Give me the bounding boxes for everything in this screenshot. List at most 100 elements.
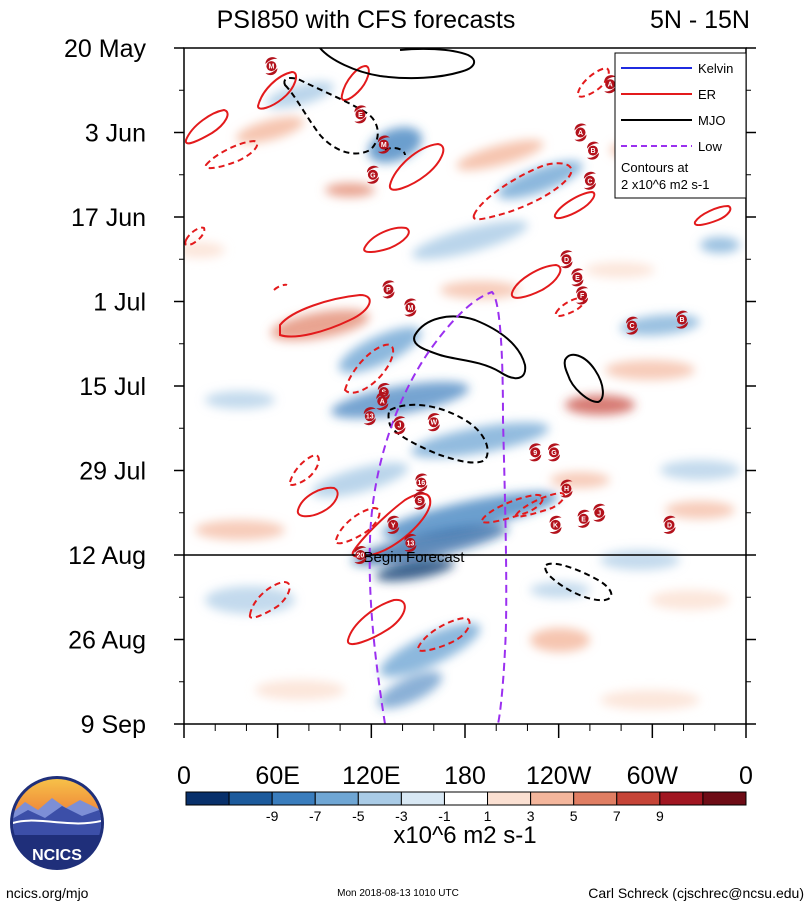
- cyclone-label: A: [608, 82, 613, 89]
- forecast-start-label: Begin Forecast: [364, 549, 466, 566]
- footer-url: ncics.org/mjo: [6, 885, 89, 901]
- colorbar-units: x10^6 m2 s-1: [393, 822, 536, 849]
- colorbar-tick-label: 3: [527, 808, 535, 824]
- legend-label: Low: [698, 139, 722, 154]
- colorbar-tick-label: 9: [656, 808, 664, 824]
- y-tick-label: 26 Aug: [68, 627, 146, 655]
- cyclone-marker: 9: [529, 443, 542, 462]
- x-tick-label: 120W: [526, 762, 592, 790]
- colorbar-tick-label: -7: [309, 808, 322, 824]
- legend-label: Kelvin: [698, 61, 733, 76]
- cyclone-label: M: [269, 64, 275, 71]
- cyclone-label: J: [597, 510, 601, 517]
- y-tick-label: 15 Jul: [79, 373, 146, 401]
- cyclone-marker: 13: [404, 533, 417, 552]
- footer-author: Carl Schreck (cjschrec@ncsu.edu): [588, 885, 804, 901]
- colorbar-tick-label: -5: [352, 808, 365, 824]
- chart-title: PSI850 with CFS forecasts: [217, 6, 516, 34]
- colorbar-tick-label: 5: [570, 808, 578, 824]
- cyclone-marker: G: [547, 443, 560, 462]
- colorbar-tick-label: -9: [266, 808, 279, 824]
- cyclone-label: C: [630, 323, 635, 330]
- anomaly-shading: [184, 81, 740, 710]
- cyclone-marker: D: [663, 515, 676, 534]
- cyclone-label: B: [679, 317, 684, 324]
- cyclone-label: A: [380, 399, 385, 406]
- latitude-band: 5N - 15N: [650, 6, 750, 34]
- legend: Kelvin ER MJO Low Contours at 2 x10^6 m2 s-1: [614, 52, 747, 199]
- cyclone-label: M: [407, 305, 413, 312]
- cyclone-label: E: [575, 275, 580, 282]
- cyclone-label: J: [397, 423, 401, 430]
- cyclone-label: W: [430, 420, 437, 427]
- cyclone-label: M: [381, 142, 387, 149]
- cyclone-label: 16: [417, 480, 425, 487]
- cyclone-marker: C: [583, 171, 596, 190]
- cyclone-marker: S: [413, 491, 426, 510]
- cyclone-marker: 20: [354, 545, 367, 565]
- cyclone-marker: Y: [387, 515, 400, 534]
- cyclone-marker: K: [549, 515, 562, 534]
- legend-note: 2 x10^6 m2 s-1: [621, 177, 709, 192]
- cyclone-label: E: [581, 516, 586, 523]
- legend-box: [614, 52, 747, 199]
- cyclone-label: 13: [366, 414, 374, 421]
- colorbar-bin: [443, 791, 489, 806]
- cyclone-label: P: [386, 287, 391, 294]
- y-tick-label: 1 Jul: [93, 289, 146, 317]
- cyclone-label: K: [553, 522, 558, 529]
- y-tick-label: 12 Aug: [68, 542, 146, 570]
- colorbar-tick-label: -1: [438, 808, 451, 824]
- cyclone-marker: J: [593, 503, 606, 522]
- cyclone-marker: A: [376, 392, 389, 411]
- cyclone-marker: M: [265, 57, 278, 76]
- cyclone-marker: M: [404, 298, 417, 317]
- cyclone-label: D: [564, 257, 569, 264]
- y-tick-label: 3 Jun: [85, 120, 146, 148]
- y-tick-label: 17 Jun: [71, 204, 146, 232]
- x-tick-label: 0: [739, 762, 753, 790]
- cyclone-marker: W: [427, 413, 440, 432]
- cyclone-markers: MAEAMBGCDEPFMCBSA13WJ9G16HSJYKED1320: [265, 57, 688, 565]
- cyclone-marker: A: [574, 123, 587, 142]
- x-tick-label: 60W: [627, 762, 679, 790]
- colorbar-tick-label: 1: [484, 808, 492, 824]
- cyclone-label: H: [564, 486, 569, 493]
- cyclone-marker: A: [604, 75, 617, 94]
- contours: [184, 48, 732, 724]
- er-forecast-contours: [184, 66, 610, 652]
- cyclone-marker: E: [577, 509, 590, 528]
- y-axis: 20 May 3 Jun 17 Jun 1 Jul 15 Jul 29 Jul 12 Aug…: [64, 35, 756, 739]
- cyclone-label: G: [370, 172, 376, 179]
- legend-label: ER: [698, 87, 716, 102]
- colorbar-bin: [487, 791, 532, 806]
- x-axis: 0 60E 120E 180 120W 60W 0: [177, 724, 753, 790]
- x-tick-label: 180: [444, 762, 486, 790]
- forecast-start: Begin Forecast: [184, 549, 746, 566]
- colorbar-tick-label: 7: [613, 808, 621, 824]
- cyclone-marker: G: [366, 165, 379, 184]
- cyclone-marker: M: [377, 135, 390, 154]
- x-tick-label: 0: [177, 762, 191, 790]
- cyclone-label: C: [587, 178, 592, 185]
- colorbar-bin: [314, 791, 359, 806]
- colorbar-bin: [228, 791, 273, 806]
- cyclone-label: 20: [357, 553, 365, 560]
- colorbar: -9 -7 -5 -3 -1 1 3 5 7 9: [185, 791, 747, 824]
- cyclone-marker: J: [393, 416, 406, 435]
- legend-note: Contours at: [621, 160, 689, 175]
- cyclone-label: 9: [533, 450, 537, 457]
- colorbar-bin: [659, 791, 704, 806]
- cyclone-label: B: [590, 148, 595, 155]
- colorbar-bin: [616, 791, 661, 806]
- cyclone-marker: F: [576, 286, 589, 305]
- legend-label: MJO: [698, 113, 725, 128]
- colorbar-bin: [573, 791, 618, 806]
- cyclone-label: A: [578, 130, 583, 137]
- low-contours: [368, 290, 508, 724]
- cyclone-label: Y: [391, 522, 396, 529]
- cyclone-label: F: [580, 293, 585, 300]
- cyclone-label: E: [358, 112, 363, 119]
- colorbar-bin: [271, 791, 316, 806]
- cyclone-marker: 16: [415, 473, 428, 492]
